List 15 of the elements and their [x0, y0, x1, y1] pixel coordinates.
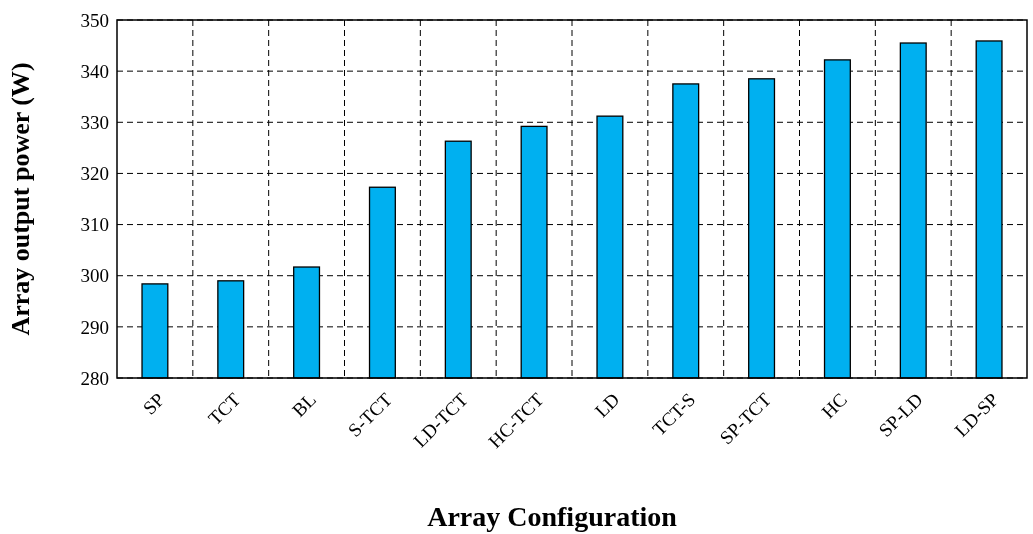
x-tick-label: SP — [138, 388, 169, 419]
y-tick-label: 330 — [80, 111, 109, 133]
y-tick-label: 310 — [80, 214, 109, 236]
y-axis-title: Array output power (W) — [6, 62, 35, 336]
y-tick-label: 290 — [80, 316, 109, 338]
y-tick-label: 340 — [80, 60, 109, 82]
y-tick-label: 300 — [80, 265, 109, 287]
y-tick-label: 280 — [80, 367, 109, 389]
y-tick-label: 320 — [80, 163, 109, 185]
x-tick-label: LD — [590, 388, 624, 422]
x-axis-title: Array Configuration — [427, 501, 678, 532]
x-tick-label: BL — [288, 388, 321, 421]
x-tick-label: TCT — [204, 388, 245, 429]
y-tick-label: 350 — [80, 9, 109, 31]
x-tick-label: HC — [817, 388, 851, 423]
